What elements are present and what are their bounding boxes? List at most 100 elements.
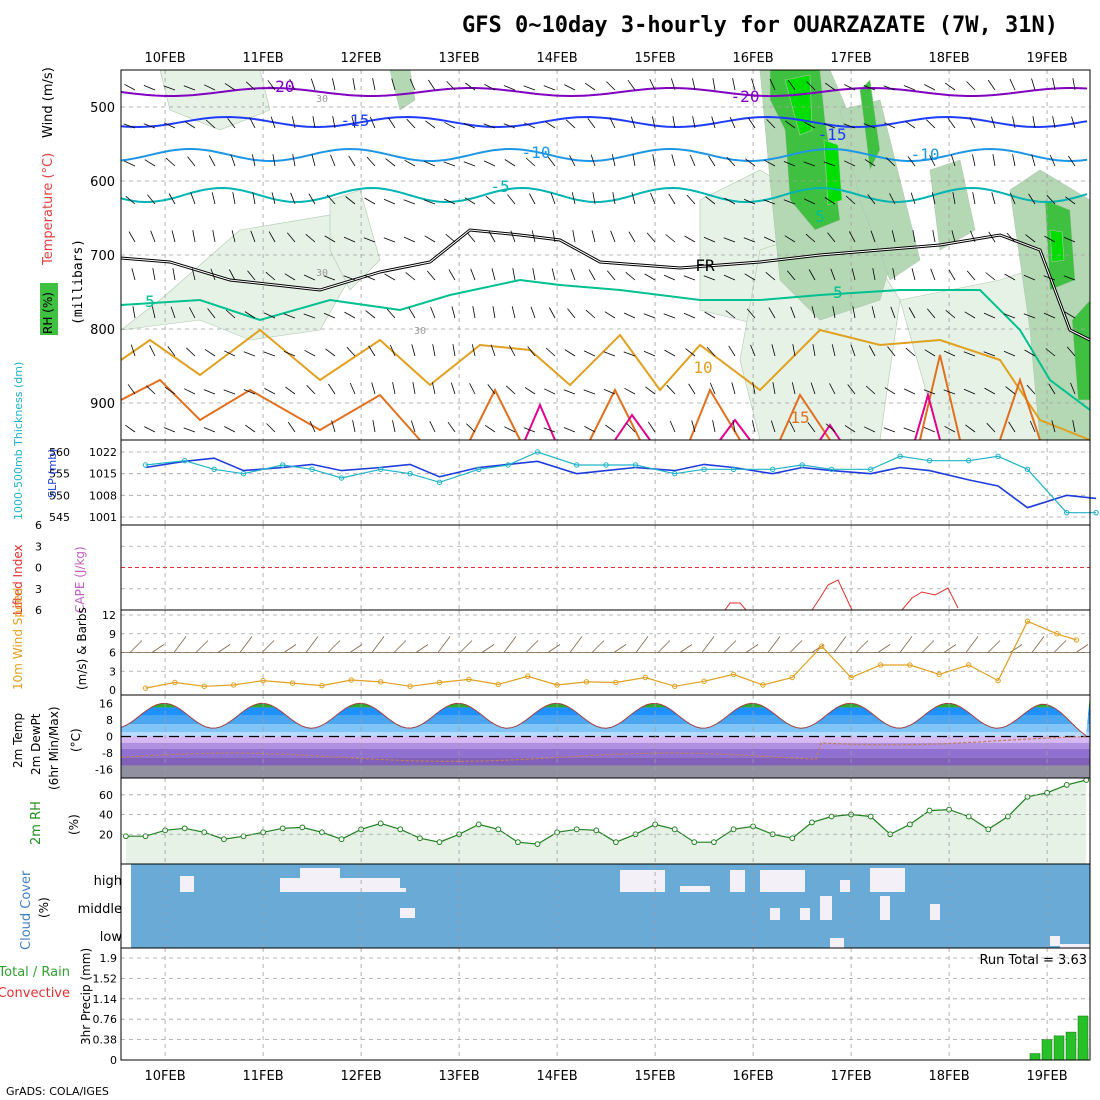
wind-barb bbox=[765, 271, 776, 281]
wind-barb bbox=[388, 117, 396, 129]
thickness-point bbox=[1093, 509, 1099, 516]
wind-barb bbox=[899, 636, 913, 653]
wind-barb bbox=[488, 231, 496, 243]
wind-barb bbox=[865, 385, 876, 395]
wind-barb bbox=[613, 644, 627, 653]
wind-barb bbox=[368, 345, 376, 357]
rh-unit-label: (%) bbox=[67, 814, 81, 835]
rh-point bbox=[260, 829, 267, 836]
wind-barb bbox=[245, 81, 256, 91]
wind-speed-point bbox=[730, 671, 737, 678]
bottom-date-label: 16FEB bbox=[733, 1069, 774, 1084]
wind-barb bbox=[689, 154, 696, 167]
wind-barb bbox=[986, 422, 996, 433]
wind-barb bbox=[437, 636, 451, 653]
contour-label: -20 bbox=[731, 87, 760, 106]
wind-barb bbox=[393, 640, 407, 653]
wind-barb bbox=[170, 306, 176, 319]
contour-label: -15 bbox=[341, 111, 370, 130]
wind-barb bbox=[1029, 420, 1036, 433]
top-date-label: 12FEB bbox=[341, 51, 382, 66]
lifted-index-line bbox=[724, 602, 747, 611]
wind-barb bbox=[224, 426, 236, 433]
wind-barb bbox=[143, 123, 156, 129]
wind-barb bbox=[287, 421, 296, 433]
wind-barb bbox=[212, 230, 216, 243]
rh-point bbox=[181, 825, 188, 832]
cloud-block bbox=[180, 876, 194, 892]
wind-barb bbox=[872, 268, 876, 281]
wind-barb bbox=[203, 389, 216, 395]
wind-barb bbox=[748, 117, 756, 129]
wind-barb bbox=[469, 383, 476, 395]
precip-legend-total: Total / Rain bbox=[0, 965, 70, 980]
temp-tick: -16 bbox=[95, 764, 113, 777]
wind-barb bbox=[464, 197, 476, 205]
wind-barb bbox=[346, 346, 356, 357]
wind-barb bbox=[1012, 154, 1016, 167]
temp-contour-20 bbox=[524, 391, 941, 441]
wind-barb bbox=[304, 349, 316, 357]
wind-barb bbox=[624, 387, 636, 395]
wind-barb bbox=[144, 426, 156, 433]
wind-barb bbox=[855, 640, 869, 653]
wind-speed-point bbox=[378, 679, 384, 685]
wind-barb bbox=[1043, 312, 1056, 319]
wind-barb bbox=[808, 269, 816, 281]
wind-barb bbox=[547, 156, 556, 167]
rh-point bbox=[475, 821, 482, 828]
wind-barb bbox=[603, 351, 616, 357]
wind-barb bbox=[210, 268, 216, 281]
wind-barb bbox=[187, 156, 196, 167]
thickness-point bbox=[603, 462, 609, 468]
wind-barb bbox=[232, 192, 236, 205]
wind-barb bbox=[563, 427, 576, 433]
wind-barb bbox=[184, 121, 196, 129]
wind-speed-point bbox=[1024, 618, 1031, 624]
wind-barb bbox=[703, 275, 716, 281]
wind-barb bbox=[806, 81, 816, 91]
wind-barb bbox=[466, 423, 476, 433]
wind-barb bbox=[146, 385, 156, 395]
wind-barb bbox=[406, 118, 416, 129]
wind-barb bbox=[863, 123, 876, 129]
wind-barb bbox=[503, 123, 516, 129]
wind-barb bbox=[609, 117, 616, 129]
wind-barb bbox=[385, 158, 396, 167]
wind-barb bbox=[266, 423, 276, 433]
precip-tick: 0.38 bbox=[93, 1034, 118, 1047]
wind-barb bbox=[844, 160, 856, 167]
li-tick: 6 bbox=[35, 519, 42, 532]
wind-speed-point bbox=[642, 674, 648, 681]
wind-barb bbox=[550, 192, 556, 205]
rh-area bbox=[125, 780, 1087, 864]
wind-barb bbox=[787, 79, 796, 91]
wind-barb bbox=[363, 237, 376, 243]
wind-barb bbox=[483, 123, 496, 129]
credit-label: GrADS: COLA/IGES bbox=[6, 1085, 109, 1098]
wind-barb bbox=[223, 389, 236, 395]
rh-shading bbox=[389, 69, 416, 111]
lifted-index-label: Lifted Index bbox=[11, 544, 25, 615]
wind-barb bbox=[451, 306, 456, 319]
wind-barb bbox=[459, 640, 473, 653]
wind-barb bbox=[991, 192, 996, 205]
rh-shading bbox=[1049, 229, 1065, 263]
rh-tick: 40 bbox=[99, 809, 113, 822]
cloud-block bbox=[680, 886, 710, 892]
cloud-block bbox=[1060, 944, 1090, 948]
bottom-date-label: 18FEB bbox=[929, 1069, 970, 1084]
thickness-point bbox=[378, 466, 384, 473]
wind-barb bbox=[428, 79, 436, 91]
rh-point bbox=[573, 826, 580, 833]
rh-shading bbox=[859, 79, 881, 172]
wind-barb bbox=[443, 198, 456, 205]
wind-barb bbox=[207, 308, 216, 319]
wind-barb bbox=[1026, 384, 1036, 395]
wind-barb bbox=[985, 272, 996, 281]
wind-barb bbox=[827, 232, 836, 243]
wind-barb bbox=[786, 270, 796, 281]
wind-barb bbox=[268, 231, 276, 243]
rh-point bbox=[1005, 813, 1011, 820]
